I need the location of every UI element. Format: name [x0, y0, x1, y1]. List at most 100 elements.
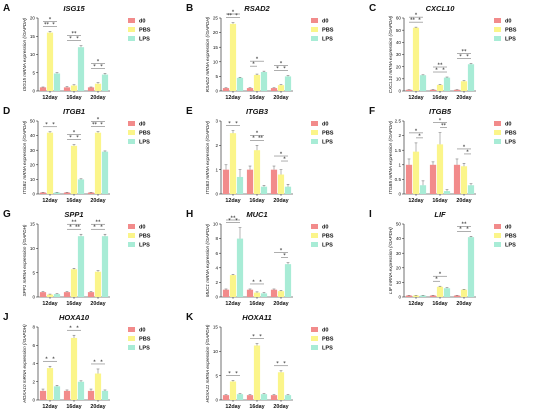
x-tick-label: 16day — [66, 404, 81, 410]
legend-label: PBS — [505, 131, 517, 137]
bar-lps — [260, 293, 268, 297]
significance-label: * — [228, 371, 231, 377]
legend-label: d0 — [505, 122, 512, 128]
bar-d0 — [39, 192, 47, 194]
legend-label: PBS — [322, 28, 334, 34]
bar-d0 — [429, 295, 437, 297]
significance-label: * — [76, 135, 79, 141]
y-tick-label: 5 — [32, 70, 35, 75]
bar-pbs — [94, 373, 102, 400]
bar-d0 — [63, 292, 71, 297]
bar-lps — [419, 295, 427, 297]
y-tick-label: 6 — [32, 343, 35, 348]
y-tick-label: 0 — [32, 295, 35, 300]
legend-label: LPS — [322, 140, 333, 146]
legend-label: LPS — [322, 243, 333, 249]
bar-pbs — [460, 166, 468, 194]
bar-d0 — [222, 289, 230, 297]
bar-pbs — [229, 381, 237, 400]
bar-d0 — [39, 87, 47, 91]
y-tick-label: 30 — [396, 251, 402, 256]
significance-label: * — [93, 225, 96, 231]
significance-label: * — [69, 225, 72, 231]
bar-pbs — [277, 85, 285, 91]
legend-swatch-pbs — [128, 27, 135, 32]
panel-title: ITGB1 — [63, 107, 85, 116]
bar-d0 — [87, 192, 95, 194]
bar-pbs — [460, 81, 468, 91]
significance-label: * — [415, 128, 418, 134]
bar-pbs — [436, 144, 444, 194]
bar-d0 — [270, 88, 278, 91]
bar-pbs — [46, 294, 54, 297]
bar-pbs — [277, 174, 285, 194]
significance-label: * — [76, 36, 79, 42]
y-tick-label: 0 — [32, 398, 35, 403]
y-tick-label: 3 — [215, 119, 218, 124]
x-tick-label: 16day — [249, 198, 264, 204]
bar-d0 — [453, 164, 461, 194]
legend-swatch-lps — [494, 36, 501, 41]
bar-lps — [419, 75, 427, 91]
x-tick-label: 16day — [432, 198, 447, 204]
significance-label: * — [439, 272, 442, 278]
x-tick-label: 20day — [90, 301, 105, 307]
x-tick-label: 16day — [66, 95, 81, 101]
significance-label: ** — [92, 122, 98, 128]
bar-lps — [467, 237, 475, 297]
legend-swatch-pbs — [311, 130, 318, 135]
legend-label: PBS — [505, 234, 517, 240]
y-tick-label: 10 — [396, 280, 402, 285]
bar-d0 — [270, 289, 278, 297]
y-tick-label: 10 — [30, 177, 36, 182]
significance-label: * — [418, 133, 421, 139]
legend-swatch-d0 — [311, 224, 318, 229]
bar-lps — [77, 47, 85, 91]
y-tick-label: 10 — [213, 222, 219, 227]
significance-label: * — [100, 359, 103, 365]
y-tick-label: 1.5 — [395, 148, 402, 153]
panel-title: LIF — [434, 210, 446, 219]
bar-d0 — [87, 292, 95, 297]
y-tick-label: 40 — [396, 40, 402, 45]
significance-label: * — [235, 121, 238, 127]
y-tick-label: 8 — [215, 236, 218, 241]
legend-label: PBS — [139, 337, 151, 343]
panel-title: HOXA10 — [59, 313, 90, 322]
bar-lps — [443, 288, 451, 297]
legend-swatch-lps — [128, 345, 135, 350]
legend-label: PBS — [139, 234, 151, 240]
bar-pbs — [253, 292, 261, 297]
panel-letter: A — [3, 3, 10, 14]
y-tick-label: 2 — [215, 143, 218, 148]
x-tick-label: 16day — [66, 198, 81, 204]
significance-label: * — [439, 118, 442, 124]
bar-pbs — [436, 84, 444, 91]
y-axis-label: HOXA11 mRNA expression (/GAPDH) — [205, 324, 210, 402]
significance-label: * — [97, 117, 100, 123]
y-tick-label: 0 — [398, 89, 401, 94]
bar-lps — [284, 264, 292, 297]
x-tick-label: 16day — [249, 404, 264, 410]
bar-lps — [77, 381, 85, 400]
bar-d0 — [246, 289, 254, 297]
significance-label: ** — [410, 18, 416, 24]
bar-d0 — [246, 88, 254, 91]
bar-pbs — [46, 368, 54, 400]
x-tick-label: 20day — [456, 198, 471, 204]
x-tick-label: 12day — [42, 404, 57, 410]
bar-lps — [467, 64, 475, 91]
y-axis-label: CXCL10 mRNA expression (/GAPDH) — [388, 15, 393, 93]
legend-label: d0 — [139, 328, 146, 334]
significance-label: * — [252, 62, 255, 68]
legend-label: d0 — [505, 19, 512, 25]
panel-c: C CXCL10 CXCL10 mRNA expression (/GAPDH) 0 1… — [369, 3, 517, 101]
significance-label: * — [252, 334, 255, 340]
y-tick-label: 0 — [32, 89, 35, 94]
x-tick-label: 20day — [273, 301, 288, 307]
legend-swatch-lps — [494, 139, 501, 144]
bar-lps — [443, 191, 451, 194]
y-tick-label: 10 — [213, 349, 219, 354]
bar-lps — [284, 186, 292, 194]
legend-label: LPS — [505, 37, 516, 43]
